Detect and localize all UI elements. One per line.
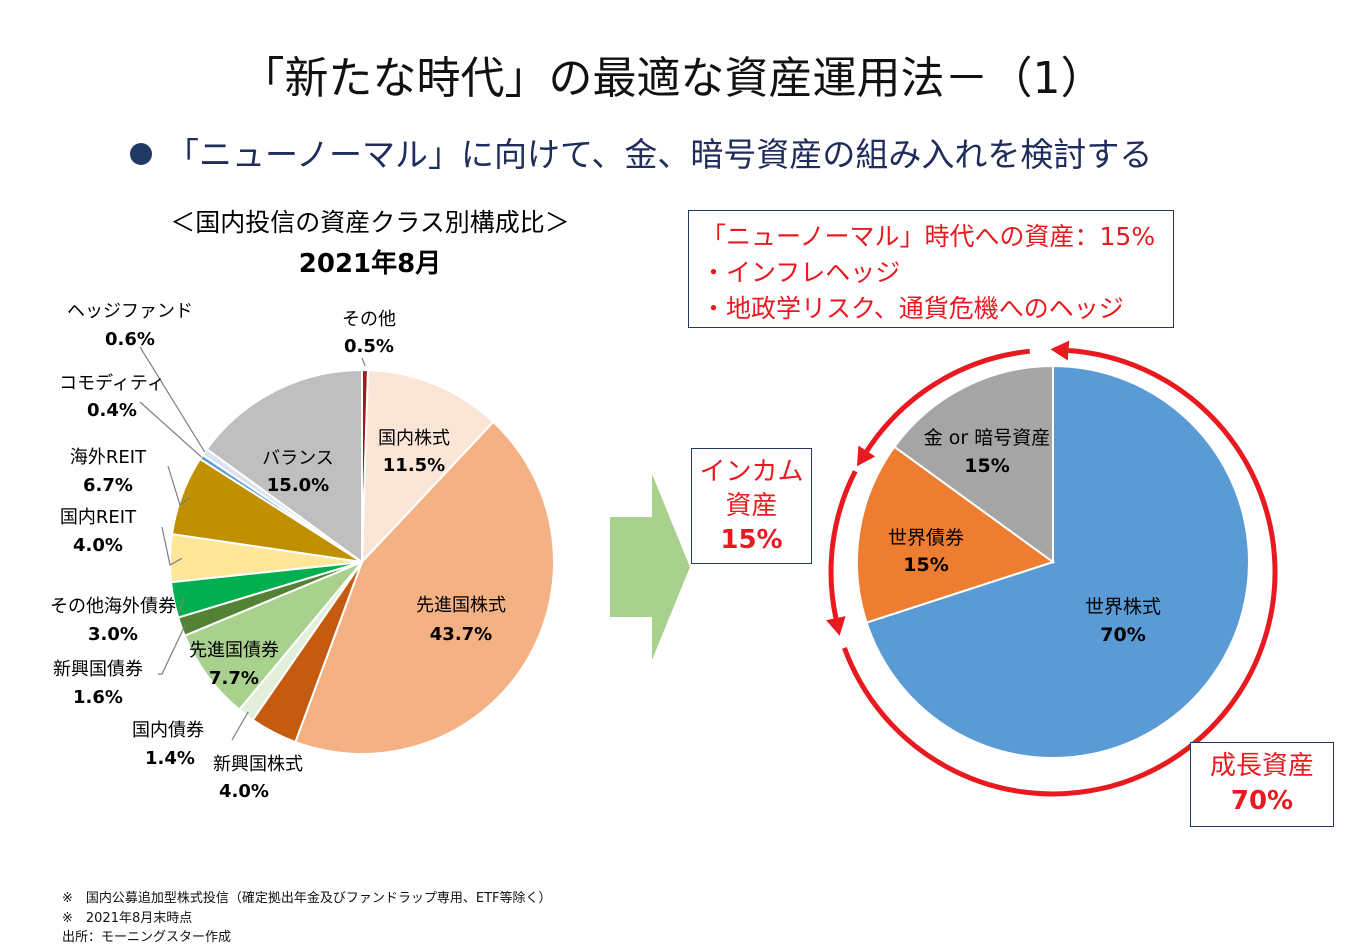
left-pie-label-5: 先進国債券 — [189, 640, 279, 661]
left-pie-chart — [169, 368, 555, 755]
left-pie-label-12: バランス — [262, 448, 334, 469]
left-pie-label-6: 新興国債券 — [53, 659, 143, 680]
leader-line-8 — [161, 526, 183, 566]
left-pie-label-4: 国内債券 — [132, 720, 204, 741]
right-pie-value-0: 70% — [1100, 624, 1145, 646]
subtitle: 「ニューノーマル」に向けて、金、暗号資産の組み入れを検討する — [130, 128, 1152, 176]
left-pie-label-10: コモディティ — [59, 373, 165, 394]
left-pie-label-8: 国内REIT — [60, 507, 137, 528]
left-pie-value-1: 11.5% — [383, 455, 445, 476]
left-pie-slice-5 — [183, 561, 363, 712]
rotation-ring — [826, 340, 1278, 797]
ring-arrowhead-left — [826, 616, 846, 636]
footnote-1: ※ 国内公募追加型株式投信（確定拠出年金及びファンドラップ専用、ETF等除く） — [62, 891, 552, 906]
right-pie-value-2: 15% — [964, 455, 1009, 477]
right-pie-slice-0 — [865, 364, 1250, 759]
leader-line-9 — [167, 465, 190, 506]
left-pie-value-5: 7.7% — [209, 668, 259, 689]
left-chart-date: 2021年8月 — [298, 249, 442, 279]
left-pie-label-0: その他 — [342, 309, 396, 330]
new-normal-note: 「ニューノーマル」時代への資産：15% ・インフレヘッジ ・地政学リスク、通貨危… — [688, 210, 1174, 328]
footnote-2: ※ 2021年8月末時点 — [62, 911, 193, 926]
left-pie-label-3: 新興国株式 — [213, 754, 303, 775]
left-pie-value-0: 0.5% — [344, 336, 394, 357]
ring-arrowhead-top — [1050, 340, 1070, 361]
right-pie-slice-1 — [856, 445, 1056, 624]
right-pie-slice-2 — [893, 364, 1054, 564]
right-pie-label-1: 世界債券 — [888, 527, 964, 549]
left-pie-value-4: 1.4% — [145, 748, 195, 769]
left-pie-value-7: 3.0% — [88, 624, 138, 645]
right-arrow-icon — [610, 474, 690, 660]
income-asset-box: インカム 資産 15% — [691, 448, 812, 564]
left-pie-value-2: 43.7% — [430, 624, 492, 645]
note-line-2: ・インフレヘッジ — [701, 258, 901, 287]
left-pie-label-11: ヘッジファンド — [67, 301, 193, 322]
left-pie-value-9: 6.7% — [83, 475, 133, 496]
ring-arc-main — [842, 348, 1278, 797]
right-pie-label-0: 世界株式 — [1085, 596, 1161, 618]
subtitle-text: 「ニューノーマル」に向けて、金、暗号資産の組み入れを検討する — [166, 135, 1153, 174]
growth-label-2: 70% — [1230, 786, 1294, 816]
left-pie-slice-1 — [360, 369, 495, 565]
income-label-1: インカム — [699, 457, 804, 487]
note-line-1: 「ニューノーマル」時代への資産：15% — [701, 222, 1156, 251]
income-label-3: 15% — [720, 525, 783, 555]
growth-label-1: 成長資産 — [1209, 751, 1314, 781]
left-pie-label-1: 国内株式 — [378, 428, 450, 449]
left-pie-slice-12 — [205, 368, 363, 564]
left-pie-value-8: 4.0% — [73, 535, 123, 556]
left-pie-value-3: 4.0% — [219, 781, 269, 802]
left-pie-slice-2 — [294, 420, 555, 755]
ring-arc-left — [828, 470, 858, 619]
leader-line-6 — [158, 625, 186, 675]
leader-line-11 — [139, 346, 206, 453]
left-pie-value-12: 15.0% — [267, 475, 329, 496]
right-pie-labels: 世界株式 70% 世界債券 15% 金 or 暗号資産 15% — [888, 427, 1161, 646]
left-pie-label-7: その他海外債券 — [50, 596, 176, 617]
left-pie-leader-lines — [139, 346, 366, 741]
left-pie-label-9: 海外REIT — [70, 447, 147, 468]
right-pie-value-1: 15% — [903, 554, 948, 576]
note-line-3: ・地政学リスク、通貨危機へのヘッジ — [701, 294, 1124, 323]
growth-asset-box: 成長資産 70% — [1190, 742, 1334, 827]
page-title: 「新たな時代」の最適な資産運用法－（1） — [240, 53, 1105, 104]
income-label-2: 資産 — [725, 491, 778, 521]
right-pie-chart — [856, 364, 1250, 759]
left-pie-labels: その他 0.5% 国内株式 11.5% 先進国株式 43.7% 新興国株式 4.0% 国内債券 1… — [50, 301, 506, 802]
right-pie-label-2: 金 or 暗号資産 — [924, 427, 1051, 449]
leader-line-7 — [179, 597, 185, 613]
footnote-3: 出所：モーニングスター作成 — [62, 930, 232, 945]
left-pie-value-11: 0.6% — [105, 329, 155, 350]
left-pie-value-10: 0.4% — [87, 400, 137, 421]
left-pie-value-6: 1.6% — [73, 687, 123, 708]
leader-line-4 — [231, 711, 249, 741]
left-pie-label-2: 先進国株式 — [416, 595, 506, 616]
bullet-icon — [130, 142, 152, 165]
ring-arc-top — [864, 348, 1031, 453]
leader-line-0 — [361, 357, 366, 367]
leader-line-10 — [139, 401, 202, 458]
left-chart-title: ＜国内投信の資産クラス別構成比＞ — [170, 208, 570, 237]
ring-arrowhead-upper-left — [857, 445, 876, 467]
